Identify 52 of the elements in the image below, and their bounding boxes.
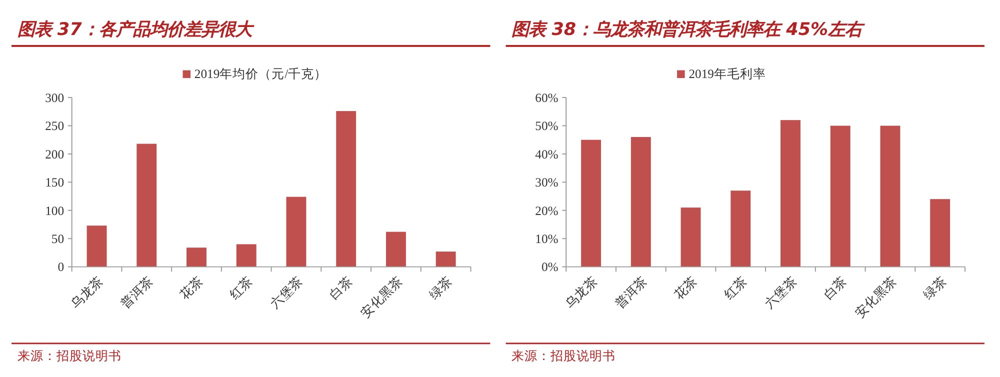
x-tick-label: 花茶 xyxy=(177,274,206,302)
x-tick-label: 花茶 xyxy=(672,274,700,302)
y-tick-label: 100 xyxy=(45,204,64,218)
x-tick-label: 乌龙茶 xyxy=(68,274,106,312)
x-tick-label: 安化黑茶 xyxy=(358,273,406,321)
y-tick-label: 250 xyxy=(45,119,64,134)
y-tick-label: 0% xyxy=(541,260,559,274)
bar xyxy=(186,248,206,267)
bar xyxy=(336,111,356,267)
legend-label: 2019年毛利率 xyxy=(688,66,766,82)
x-tick-label: 绿茶 xyxy=(920,274,950,302)
source-note: 来源：招股说明书 xyxy=(512,349,616,364)
y-tick-label: 10% xyxy=(535,232,559,246)
x-tick-label: 白茶 xyxy=(326,274,356,302)
x-tick-label: 红茶 xyxy=(721,274,750,302)
bar xyxy=(236,244,256,267)
bar xyxy=(86,226,107,267)
y-tick-label: 200 xyxy=(45,147,64,162)
source-note: 来源：招股说明书 xyxy=(17,349,122,364)
y-tick-label: 150 xyxy=(45,176,64,190)
x-tick-label: 普洱茶 xyxy=(118,273,156,312)
y-tick-label: 0 xyxy=(58,260,64,274)
x-tick-label: 绿茶 xyxy=(426,274,455,302)
y-tick-label: 60% xyxy=(535,90,559,105)
x-tick-label: 普洱茶 xyxy=(612,273,650,312)
bar xyxy=(630,137,651,267)
bar xyxy=(830,126,850,267)
y-tick-label: 300 xyxy=(45,90,64,105)
y-tick-label: 50% xyxy=(535,119,559,134)
y-tick-label: 30% xyxy=(535,176,559,190)
chart-title: 图表 37：各产品均价差异很大 xyxy=(17,19,255,40)
bar xyxy=(286,196,306,267)
bar xyxy=(930,199,950,267)
bar xyxy=(136,144,157,267)
y-tick-label: 40% xyxy=(535,147,559,162)
x-tick-label: 安化黑茶 xyxy=(852,273,900,321)
legend-label: 2019年均价（元/千克） xyxy=(194,67,328,82)
bar xyxy=(436,252,456,267)
x-tick-label: 白茶 xyxy=(821,274,850,302)
bar xyxy=(730,190,751,267)
bar xyxy=(680,208,701,267)
bar xyxy=(386,232,406,267)
x-tick-label: 六堡茶 xyxy=(762,274,800,312)
x-tick-label: 乌龙茶 xyxy=(562,274,600,312)
y-tick-label: 20% xyxy=(535,204,559,218)
x-tick-label: 红茶 xyxy=(227,274,256,302)
bar xyxy=(581,140,602,267)
y-tick-label: 50 xyxy=(51,232,64,246)
chart-title: 图表 38：乌龙茶和普洱茶毛利率在 45%左右 xyxy=(512,19,866,40)
bar xyxy=(780,120,800,267)
bar xyxy=(880,126,900,267)
x-tick-label: 六堡茶 xyxy=(268,274,306,312)
